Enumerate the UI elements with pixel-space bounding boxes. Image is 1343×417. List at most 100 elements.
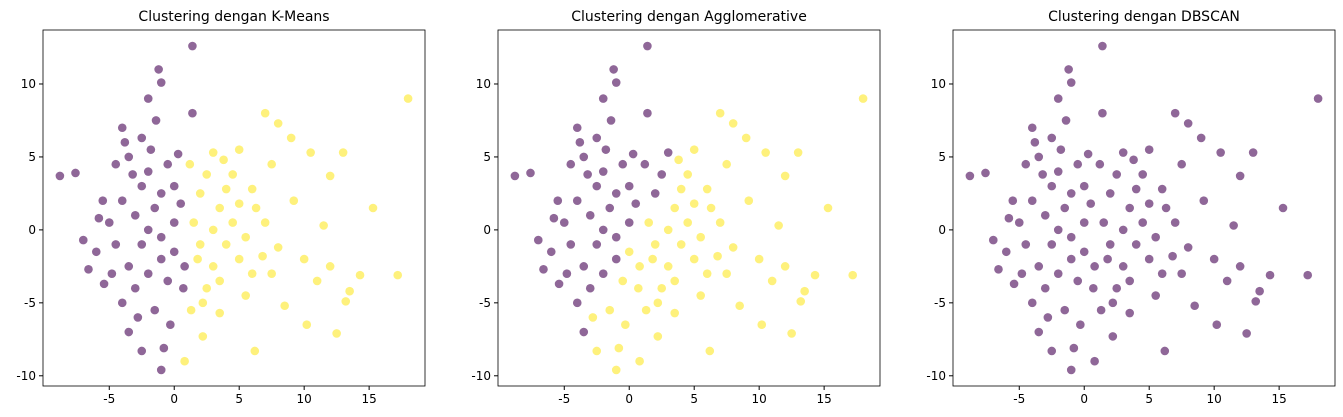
point [598,94,608,103]
point [696,232,705,242]
point [546,247,556,257]
point [1103,254,1112,264]
x-tick-label: 10 [297,392,312,406]
point [94,213,104,223]
point [208,225,218,235]
point [234,145,244,154]
point [566,159,576,169]
point [1168,251,1177,261]
point [744,196,754,206]
point [133,313,143,322]
point [823,203,833,213]
point [706,203,716,213]
point [988,235,998,245]
point [1144,199,1154,208]
point [1066,189,1076,198]
point [338,148,348,157]
point [981,168,990,178]
point [143,167,153,176]
point [1183,119,1193,128]
point [250,346,260,356]
point [1138,170,1148,179]
point [260,108,270,118]
point [1151,232,1160,242]
point [611,78,621,87]
point [810,270,820,280]
point [611,365,621,375]
point [848,270,858,280]
point [1212,320,1222,330]
point [1161,203,1171,213]
point [754,254,764,264]
chart-title: Clustering dengan Agglomerative [571,9,807,25]
axes-frame [42,29,426,387]
point [166,320,175,330]
point [341,297,351,306]
point [150,305,160,315]
point [722,269,731,278]
point [1108,332,1118,341]
point [1069,343,1079,353]
point [1079,247,1089,257]
point [624,218,634,227]
y-tick-label: -10 [16,369,36,383]
point [185,159,195,169]
point [1086,199,1096,208]
point [575,138,585,147]
point [1278,203,1288,213]
point [124,152,134,162]
point [1229,221,1238,230]
point [1034,327,1044,337]
point [533,235,543,245]
point [1009,279,1019,289]
point [219,155,228,165]
point [1138,218,1148,227]
point [653,298,663,308]
point [1160,346,1170,356]
point [234,254,244,264]
point [1066,232,1076,242]
point [689,199,699,208]
y-tick-label: -5 [934,296,946,310]
point [1047,133,1057,143]
subplot: Clustering dengan K-Means -5 0 5 10 15 -10 -5 0 5… [16,9,426,406]
point [657,283,667,293]
x-tick-label: 0 [170,392,178,406]
point [1098,108,1107,118]
point [193,254,202,264]
point [650,189,660,198]
point [1157,269,1167,278]
point [683,218,693,227]
point [156,232,166,242]
point [713,251,722,261]
point [1030,138,1040,147]
point [215,276,225,286]
point [670,203,680,213]
point [1222,276,1232,286]
point [241,232,250,242]
point [156,189,166,198]
point [368,203,378,213]
point [780,171,790,181]
point [1235,171,1245,181]
chart-title: Clustering dengan DBSCAN [1048,9,1240,25]
point [163,159,173,169]
point [325,171,335,181]
point [280,301,289,311]
point [1144,254,1154,264]
point [78,235,88,245]
point [173,149,183,159]
point [345,286,354,296]
point [572,298,582,308]
point [1056,145,1066,154]
point [1040,283,1050,293]
point [1125,203,1135,213]
point [1255,286,1264,296]
point [1066,365,1076,375]
point [676,184,686,194]
point [592,181,602,191]
point [689,145,699,154]
point [598,225,608,235]
point [572,196,582,206]
point [1248,148,1258,157]
